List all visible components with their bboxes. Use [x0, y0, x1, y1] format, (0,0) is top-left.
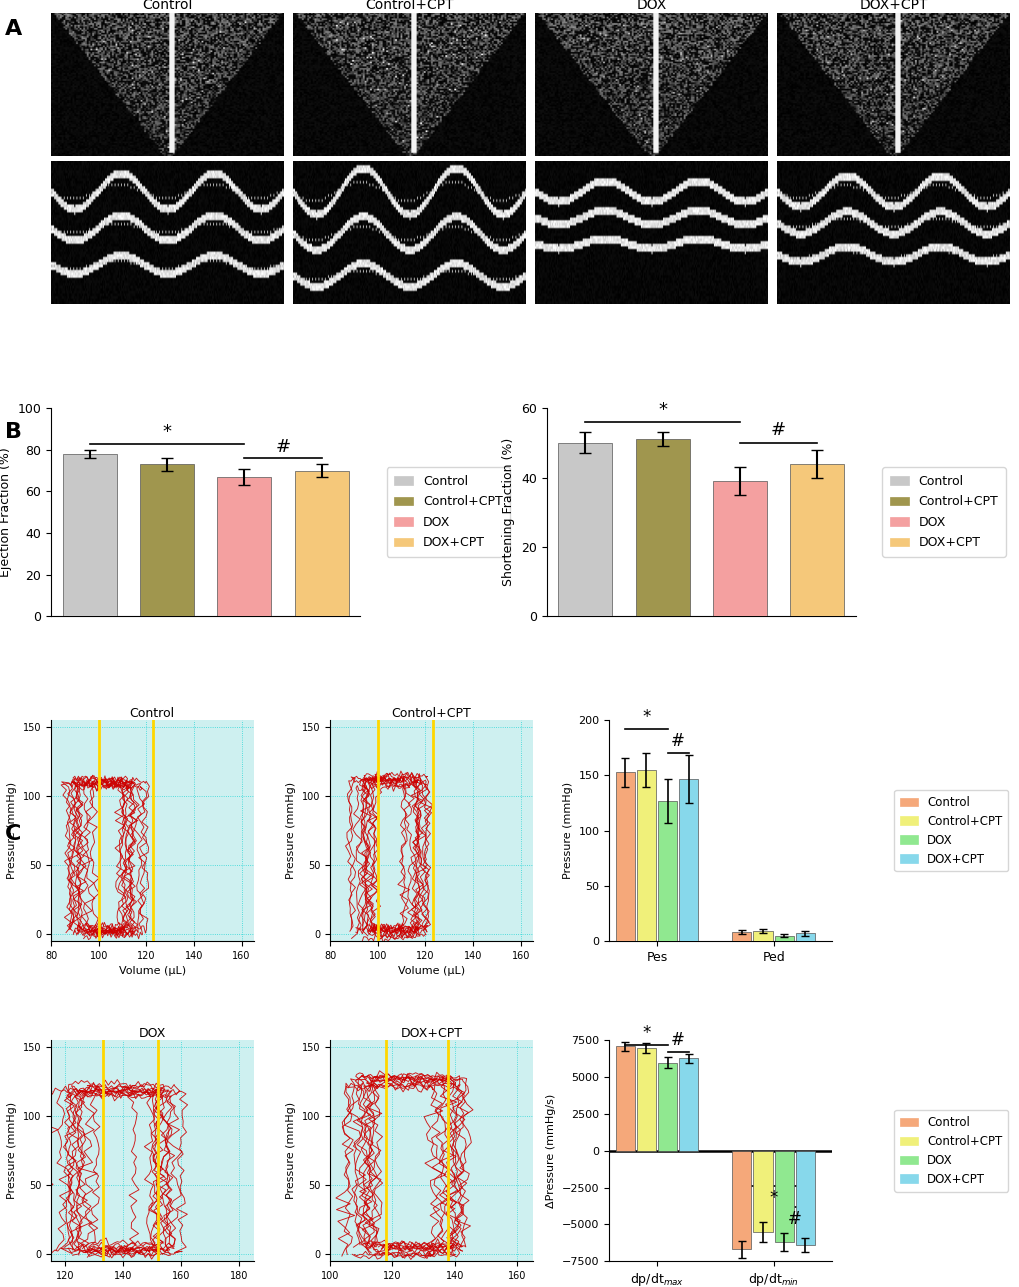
Text: #: #	[671, 1031, 685, 1049]
Y-axis label: Shortening Fraction (%): Shortening Fraction (%)	[502, 438, 515, 587]
Bar	[753, 1151, 771, 1232]
Legend: Control, Control+CPT, DOX, DOX+CPT: Control, Control+CPT, DOX, DOX+CPT	[894, 1111, 1008, 1192]
Title: Control+CPT: Control+CPT	[391, 708, 471, 721]
Text: *: *	[768, 1189, 777, 1207]
Title: Control: Control	[142, 0, 193, 12]
Text: #: #	[671, 732, 685, 750]
Text: C: C	[5, 824, 21, 844]
Y-axis label: Pressure (mmHg): Pressure (mmHg)	[286, 782, 297, 879]
Text: #: #	[275, 438, 290, 456]
Bar	[62, 454, 116, 616]
Bar	[795, 1151, 814, 1245]
Bar	[294, 471, 348, 616]
Title: Control+CPT: Control+CPT	[365, 0, 453, 12]
Bar	[679, 779, 698, 941]
Bar	[217, 477, 271, 616]
Bar	[790, 463, 844, 616]
Bar	[753, 932, 771, 941]
Y-axis label: Pressure (mmHg): Pressure (mmHg)	[562, 782, 573, 879]
Bar	[557, 443, 611, 616]
Bar	[635, 439, 689, 616]
Text: *: *	[162, 423, 171, 441]
Text: #: #	[770, 421, 786, 439]
Legend: Control, Control+CPT, DOX, DOX+CPT: Control, Control+CPT, DOX, DOX+CPT	[386, 467, 510, 557]
Legend: Control, Control+CPT, DOX, DOX+CPT: Control, Control+CPT, DOX, DOX+CPT	[894, 790, 1008, 871]
Y-axis label: ΔPressure (mmHg/s): ΔPressure (mmHg/s)	[546, 1094, 555, 1208]
Text: *: *	[642, 1024, 650, 1042]
Title: DOX: DOX	[139, 1027, 166, 1040]
Text: *: *	[642, 708, 650, 726]
Bar	[657, 801, 677, 941]
Title: Control: Control	[129, 708, 174, 721]
Bar	[712, 481, 766, 616]
Legend: Control, Control+CPT, DOX, DOX+CPT: Control, Control+CPT, DOX, DOX+CPT	[881, 467, 1005, 557]
Bar	[636, 770, 655, 941]
Bar	[636, 1048, 655, 1151]
Text: A: A	[5, 19, 22, 40]
Bar	[614, 1046, 634, 1151]
Bar	[795, 933, 814, 941]
Y-axis label: Ejection Fraction (%): Ejection Fraction (%)	[0, 448, 12, 577]
Text: B: B	[5, 422, 22, 443]
X-axis label: Volume (μL): Volume (μL)	[118, 967, 185, 977]
Y-axis label: Pressure (mmHg): Pressure (mmHg)	[286, 1102, 297, 1199]
Title: DOX: DOX	[636, 0, 665, 12]
Bar	[140, 465, 194, 616]
X-axis label: Volume (μL): Volume (μL)	[397, 967, 465, 977]
Text: *: *	[657, 400, 666, 418]
Bar	[732, 1151, 751, 1250]
Title: DOX+CPT: DOX+CPT	[858, 0, 927, 12]
Y-axis label: Pressure (mmHg): Pressure (mmHg)	[7, 782, 17, 879]
Bar	[614, 772, 634, 941]
Title: DOX+CPT: DOX+CPT	[400, 1027, 462, 1040]
Text: #: #	[787, 1210, 801, 1228]
Bar	[732, 932, 751, 941]
Bar	[679, 1058, 698, 1151]
Y-axis label: Pressure (mmHg): Pressure (mmHg)	[7, 1102, 17, 1199]
Bar	[657, 1063, 677, 1151]
Bar	[773, 1151, 793, 1242]
Bar	[773, 936, 793, 941]
